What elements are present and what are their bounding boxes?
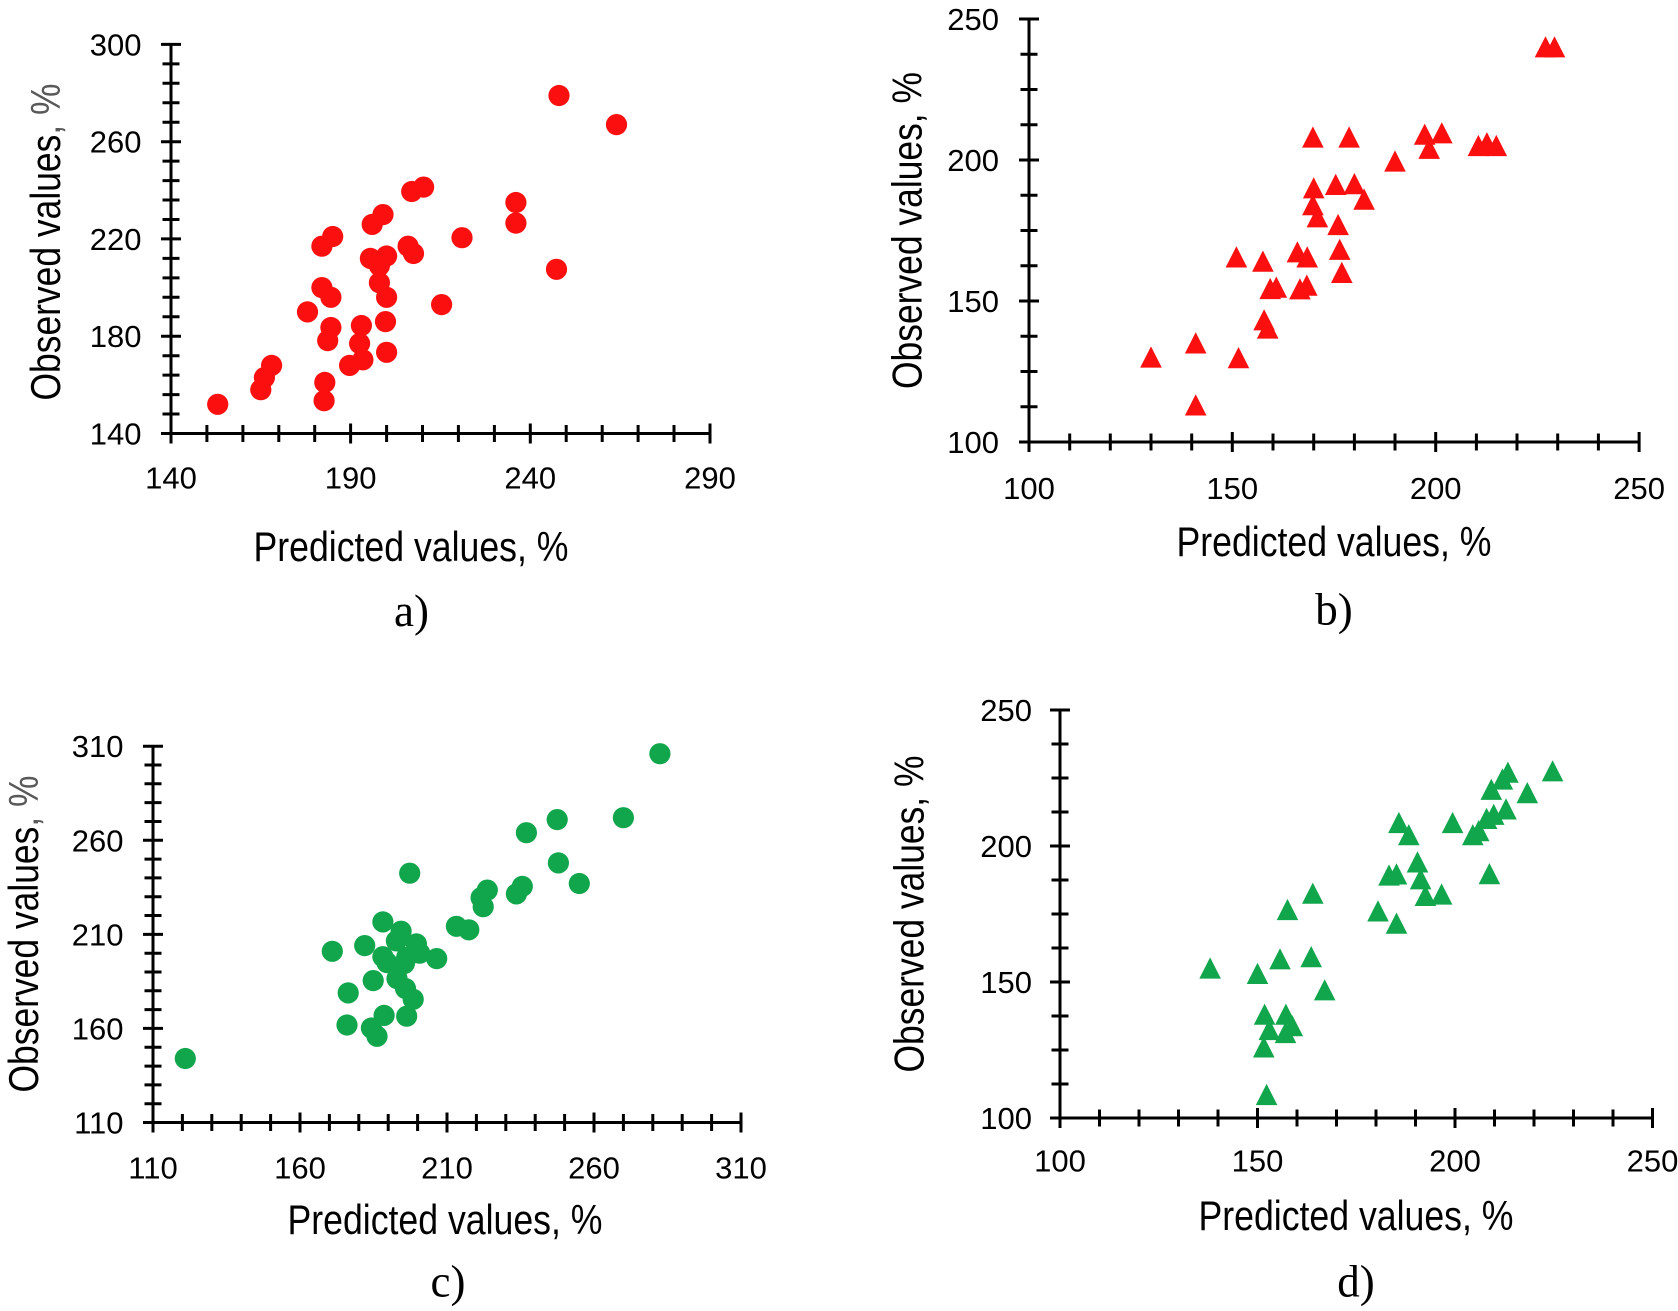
svg-text:160: 160 bbox=[72, 1011, 124, 1046]
svg-text:Predicted values, %: Predicted values, % bbox=[1177, 518, 1492, 565]
svg-text:Observed values, %: Observed values, % bbox=[886, 756, 933, 1073]
svg-text:Observed values, %: Observed values, % bbox=[884, 72, 931, 389]
svg-text:Predicted values, %: Predicted values, % bbox=[1199, 1192, 1514, 1239]
svg-text:250: 250 bbox=[1613, 471, 1665, 506]
svg-text:100: 100 bbox=[1034, 1144, 1086, 1179]
svg-text:140: 140 bbox=[145, 461, 197, 496]
svg-text:Observed values, %: Observed values, % bbox=[22, 84, 69, 401]
svg-text:260: 260 bbox=[90, 125, 142, 160]
svg-text:Observed values, %: Observed values, % bbox=[0, 776, 47, 1093]
svg-text:210: 210 bbox=[421, 1151, 473, 1186]
svg-text:200: 200 bbox=[947, 143, 999, 178]
svg-text:d): d) bbox=[1337, 1257, 1375, 1307]
svg-text:250: 250 bbox=[1627, 1144, 1678, 1179]
svg-text:250: 250 bbox=[947, 2, 999, 37]
svg-text:110: 110 bbox=[74, 1106, 123, 1141]
svg-text:300: 300 bbox=[90, 27, 142, 62]
svg-text:200: 200 bbox=[980, 829, 1032, 864]
svg-text:190: 190 bbox=[325, 461, 377, 496]
svg-text:250: 250 bbox=[980, 693, 1032, 728]
svg-text:c): c) bbox=[431, 1257, 466, 1307]
svg-text:240: 240 bbox=[504, 461, 556, 496]
svg-text:Predicted values, %: Predicted values, % bbox=[288, 1196, 603, 1243]
svg-text:290: 290 bbox=[684, 461, 736, 496]
svg-text:140: 140 bbox=[90, 417, 142, 452]
svg-text:200: 200 bbox=[1429, 1144, 1481, 1179]
svg-text:310: 310 bbox=[715, 1151, 767, 1186]
svg-text:110: 110 bbox=[128, 1151, 177, 1186]
svg-text:Predicted values, %: Predicted values, % bbox=[254, 523, 569, 570]
svg-text:150: 150 bbox=[1232, 1144, 1284, 1179]
svg-text:180: 180 bbox=[90, 319, 142, 354]
svg-text:260: 260 bbox=[72, 823, 124, 858]
svg-text:150: 150 bbox=[1206, 471, 1258, 506]
svg-text:a): a) bbox=[394, 586, 429, 636]
svg-text:220: 220 bbox=[90, 222, 142, 257]
svg-text:150: 150 bbox=[980, 965, 1032, 1000]
svg-text:100: 100 bbox=[947, 425, 999, 460]
svg-text:160: 160 bbox=[274, 1151, 326, 1186]
svg-text:260: 260 bbox=[568, 1151, 620, 1186]
svg-text:100: 100 bbox=[980, 1101, 1032, 1136]
svg-text:200: 200 bbox=[1410, 471, 1462, 506]
svg-text:210: 210 bbox=[72, 917, 124, 952]
svg-text:310: 310 bbox=[72, 729, 124, 764]
svg-text:150: 150 bbox=[947, 284, 999, 319]
svg-text:b): b) bbox=[1315, 585, 1353, 635]
svg-text:100: 100 bbox=[1003, 471, 1055, 506]
